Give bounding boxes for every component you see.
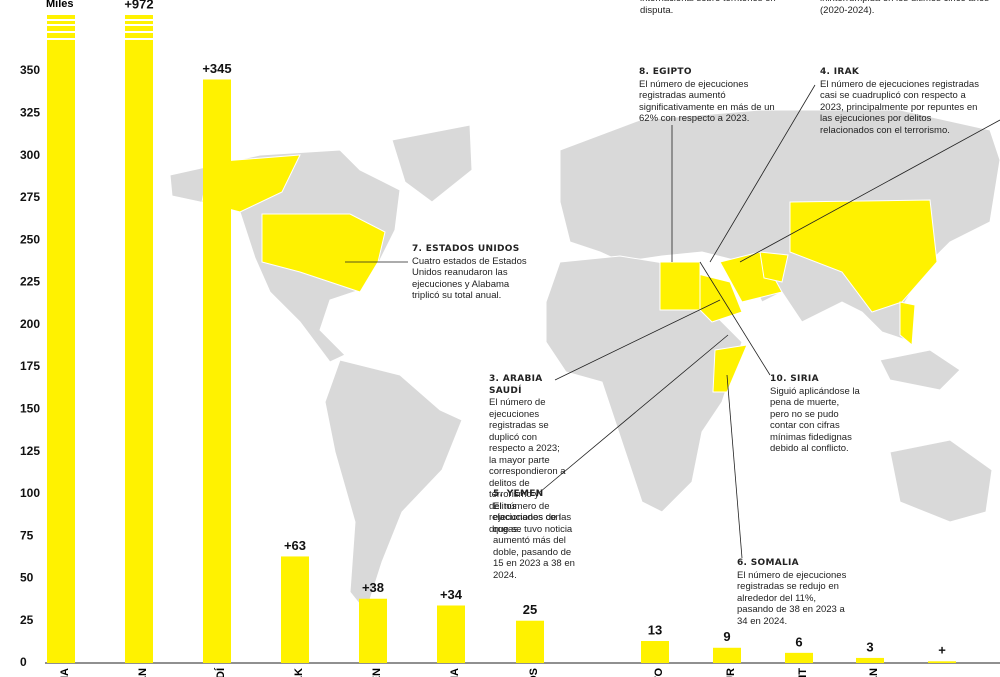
value-label: 3 [866,639,873,654]
y-axis-label: Miles [46,0,74,10]
value-label: +38 [362,580,384,595]
x-tick-label: NA [59,668,71,677]
annotation-title: 10. SIRIA [770,374,819,384]
x-tick-label: IA [449,668,461,677]
bar-break [125,19,153,21]
x-tick-label: ÁN [136,668,149,677]
bar-break [47,19,75,21]
annotation-text: El número de ejecuciones de las que se t… [493,500,575,581]
bar [785,652,813,663]
x-tick-label: OS [528,668,540,677]
value-label: + [938,643,946,658]
value-label: 13 [648,622,662,637]
annotation: 5. YEMEN El número de ejecuciones de las … [493,489,575,581]
annotation-text: El número de ejecuciones registradas se … [737,569,847,627]
annotation-text: Siguió aplicándose la pena de muerte, pe… [770,385,860,455]
annotation: 4. IRAK El número de ejecuciones registra… [820,67,980,136]
x-tick-label: ÁN [867,668,880,677]
annotation-title: 7. ESTADOS UNIDOS [412,244,520,254]
bar [47,15,75,663]
y-tick-label: 225 [20,275,40,289]
x-tick-label: DÍ [214,667,227,677]
bar [641,641,669,663]
annotation-text: ininterrumpida en los últimos cinco años… [820,0,989,16]
x-tick-label: TO [653,668,665,677]
y-tick-label: 200 [20,317,40,331]
annotation: ininterrumpida en los últimos cinco años… [820,0,990,16]
bar-break [125,38,153,40]
value-label: 6 [795,634,802,649]
y-tick-label: 250 [20,232,40,246]
bar [437,605,465,663]
annotation: 7. ESTADOS UNIDOS Cuatro estados de Estad… [412,244,527,302]
y-tick-label: 300 [20,148,40,162]
bar [125,15,153,663]
bar [856,657,884,663]
y-tick-label: 350 [20,63,40,77]
annotation: internacional sobre territorios en dispu… [640,0,810,16]
bar [359,598,387,663]
value-label: +34 [440,587,463,602]
annotation-text: El número de ejecuciones registradas aum… [639,78,775,125]
value-label: +345 [202,61,231,76]
bar [516,620,544,663]
annotation-title: 5. YEMEN [493,489,544,499]
world-map [169,84,1000,614]
bar-break [125,24,153,26]
y-tick-label: 0 [20,655,27,669]
y-tick-label: 50 [20,571,34,585]
y-tick-label: 275 [20,190,40,204]
bar [203,79,231,663]
x-tick-label: AK [293,668,305,677]
annotation-title: 8. EGIPTO [639,67,692,77]
bar [281,556,309,663]
y-tick-label: 325 [20,105,40,119]
x-tick-label: UR [725,668,737,677]
bar-break [47,38,75,40]
annotation-title: 3. ARABIA SAUDÍ [489,374,543,396]
value-label: 9 [723,629,730,644]
y-tick-label: 25 [20,613,34,627]
value-label: 25 [523,602,537,617]
y-tick-label: 75 [20,528,34,542]
bar-break [47,31,75,33]
x-tick-label: EN [371,668,383,677]
bar-break [125,31,153,33]
bar [713,647,741,663]
annotation-text: Cuatro estados de Estados Unidos reanuda… [412,255,527,302]
y-tick-label: 125 [20,444,40,458]
annotation-text: internacional sobre territorios en dispu… [640,0,776,16]
bar-break [47,24,75,26]
y-tick-label: 175 [20,359,40,373]
bar [928,661,956,663]
annotation: 3. ARABIA SAUDÍ El número de ejecuciones … [489,374,569,535]
annotation: 6. SOMALIA El número de ejecuciones regis… [737,558,847,627]
value-label: +972 [124,0,153,11]
annotation-title: 4. IRAK [820,67,860,77]
x-tick-label: IT [797,668,809,677]
annotation-text: El número de ejecuciones registradas se … [489,397,566,535]
annotation-title: 6. SOMALIA [737,558,799,568]
y-tick-label: 100 [20,486,40,500]
y-tick-label: 150 [20,401,40,415]
annotation-text: El número de ejecuciones registradas cas… [820,78,979,136]
value-label: +63 [284,538,306,553]
annotation: 8. EGIPTO El número de ejecuciones regist… [639,67,779,125]
annotation: 10. SIRIA Siguió aplicándose la pena de m… [770,374,860,455]
